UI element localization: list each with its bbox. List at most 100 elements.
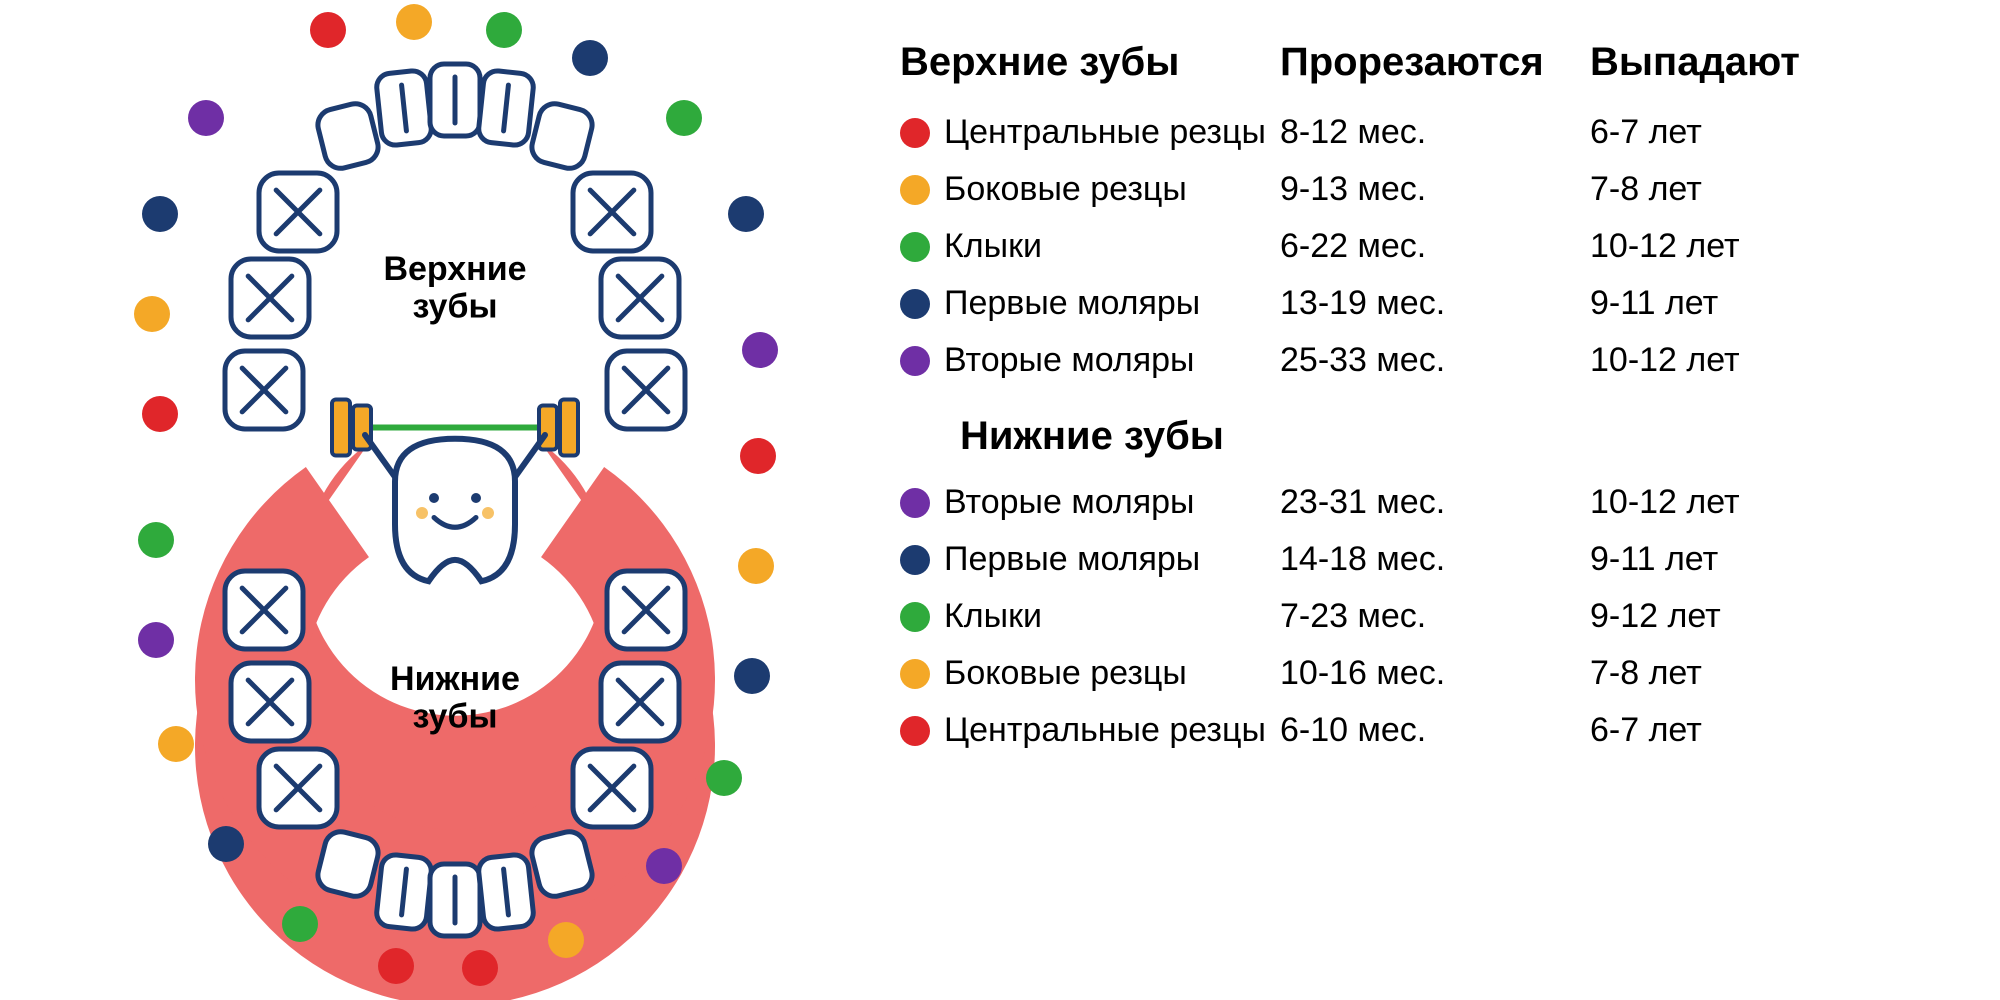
header-lower: Нижние зубы: [960, 414, 1950, 459]
tooth: [315, 100, 382, 171]
tooth: [259, 173, 337, 251]
table-row: Центральные резцы6-10 мес.6-7 лет: [900, 711, 1950, 750]
color-dot: [900, 488, 930, 518]
tooth: [477, 70, 534, 147]
color-dot: [900, 545, 930, 575]
legend-dot: [666, 100, 702, 136]
tooth-name: Вторые моляры: [944, 483, 1280, 522]
header-upper: Верхние зубы: [900, 40, 1280, 85]
legend-dot: [486, 12, 522, 48]
tooth-name: Клыки: [944, 227, 1280, 266]
legend-dot: [740, 438, 776, 474]
legend-dot: [742, 332, 778, 368]
tooth-name: Центральные резцы: [944, 711, 1280, 750]
mascot-icon: [332, 400, 578, 582]
tooth: [477, 854, 534, 931]
color-dot: [900, 602, 930, 632]
shed-value: 9-11 лет: [1590, 540, 1890, 579]
table-headers: Верхние зубы Прорезаются Выпадают: [900, 40, 1950, 85]
erupt-value: 9-13 мес.: [1280, 170, 1590, 209]
legend-dot: [134, 296, 170, 332]
shed-value: 10-12 лет: [1590, 227, 1890, 266]
color-dot: [900, 118, 930, 148]
table-row: Боковые резцы10-16 мес.7-8 лет: [900, 654, 1950, 693]
shed-value: 7-8 лет: [1590, 170, 1890, 209]
erupt-value: 7-23 мес.: [1280, 597, 1590, 636]
color-dot: [900, 232, 930, 262]
erupt-value: 10-16 мес.: [1280, 654, 1590, 693]
tooth: [601, 663, 679, 741]
table-row: Клыки6-22 мес.10-12 лет: [900, 227, 1950, 266]
tooth: [430, 864, 480, 936]
color-dot: [900, 346, 930, 376]
tooth: [225, 571, 303, 649]
legend-dot: [462, 950, 498, 986]
table-row: Первые моляры13-19 мес.9-11 лет: [900, 284, 1950, 323]
tooth: [573, 173, 651, 251]
tooth: [259, 749, 337, 827]
table-row: Боковые резцы9-13 мес.7-8 лет: [900, 170, 1950, 209]
header-erupt: Прорезаются: [1280, 40, 1590, 85]
legend-dot: [158, 726, 194, 762]
legend-dot: [310, 12, 346, 48]
color-dot: [900, 289, 930, 319]
erupt-value: 8-12 мес.: [1280, 113, 1590, 152]
header-shed: Выпадают: [1590, 40, 1890, 85]
tooth-name: Первые моляры: [944, 540, 1280, 579]
tooth: [529, 828, 596, 899]
tooth: [607, 351, 685, 429]
tooth: [375, 70, 432, 147]
tooth-name: Вторые моляры: [944, 341, 1280, 380]
shed-value: 9-12 лет: [1590, 597, 1890, 636]
legend-dot: [282, 906, 318, 942]
tooth: [430, 64, 480, 136]
shed-value: 10-12 лет: [1590, 483, 1890, 522]
legend-dot: [728, 196, 764, 232]
tooth-name: Центральные резцы: [944, 113, 1280, 152]
shed-value: 9-11 лет: [1590, 284, 1890, 323]
table-row: Первые моляры14-18 мес.9-11 лет: [900, 540, 1950, 579]
table-row: Центральные резцы8-12 мес.6-7 лет: [900, 113, 1950, 152]
legend-dot: [138, 622, 174, 658]
table-row: Вторые моляры23-31 мес.10-12 лет: [900, 483, 1950, 522]
shed-value: 7-8 лет: [1590, 654, 1890, 693]
shed-value: 6-7 лет: [1590, 711, 1890, 750]
legend-dot: [646, 848, 682, 884]
tooth: [231, 663, 309, 741]
erupt-value: 25-33 мес.: [1280, 341, 1590, 380]
legend-dot: [706, 760, 742, 796]
legend-dot: [734, 658, 770, 694]
legend-dot: [378, 948, 414, 984]
legend-dot: [738, 548, 774, 584]
tooth-name: Боковые резцы: [944, 654, 1280, 693]
tooth-name: Боковые резцы: [944, 170, 1280, 209]
color-dot: [900, 175, 930, 205]
shed-value: 10-12 лет: [1590, 341, 1890, 380]
legend-dot: [142, 196, 178, 232]
legend-dot: [142, 396, 178, 432]
color-dot: [900, 659, 930, 689]
erupt-value: 23-31 мес.: [1280, 483, 1590, 522]
tooth: [225, 351, 303, 429]
legend-dot: [572, 40, 608, 76]
teeth-diagram: ВерхниезубыНижниезубы: [0, 0, 900, 1000]
color-dot: [900, 716, 930, 746]
erupt-value: 13-19 мес.: [1280, 284, 1590, 323]
erupt-value: 6-10 мес.: [1280, 711, 1590, 750]
table-row: Клыки7-23 мес.9-12 лет: [900, 597, 1950, 636]
legend-dot: [188, 100, 224, 136]
erupt-value: 6-22 мес.: [1280, 227, 1590, 266]
legend-dot: [548, 922, 584, 958]
tooth: [375, 854, 432, 931]
tooth: [529, 100, 596, 171]
legend-dot: [138, 522, 174, 558]
tooth: [573, 749, 651, 827]
erupt-value: 14-18 мес.: [1280, 540, 1590, 579]
tooth-name: Первые моляры: [944, 284, 1280, 323]
tooth: [315, 828, 382, 899]
tooth: [231, 259, 309, 337]
tooth: [601, 259, 679, 337]
diagram-label: Верхниезубы: [383, 250, 526, 325]
table-row: Вторые моляры25-33 мес.10-12 лет: [900, 341, 1950, 380]
legend-dot: [208, 826, 244, 862]
